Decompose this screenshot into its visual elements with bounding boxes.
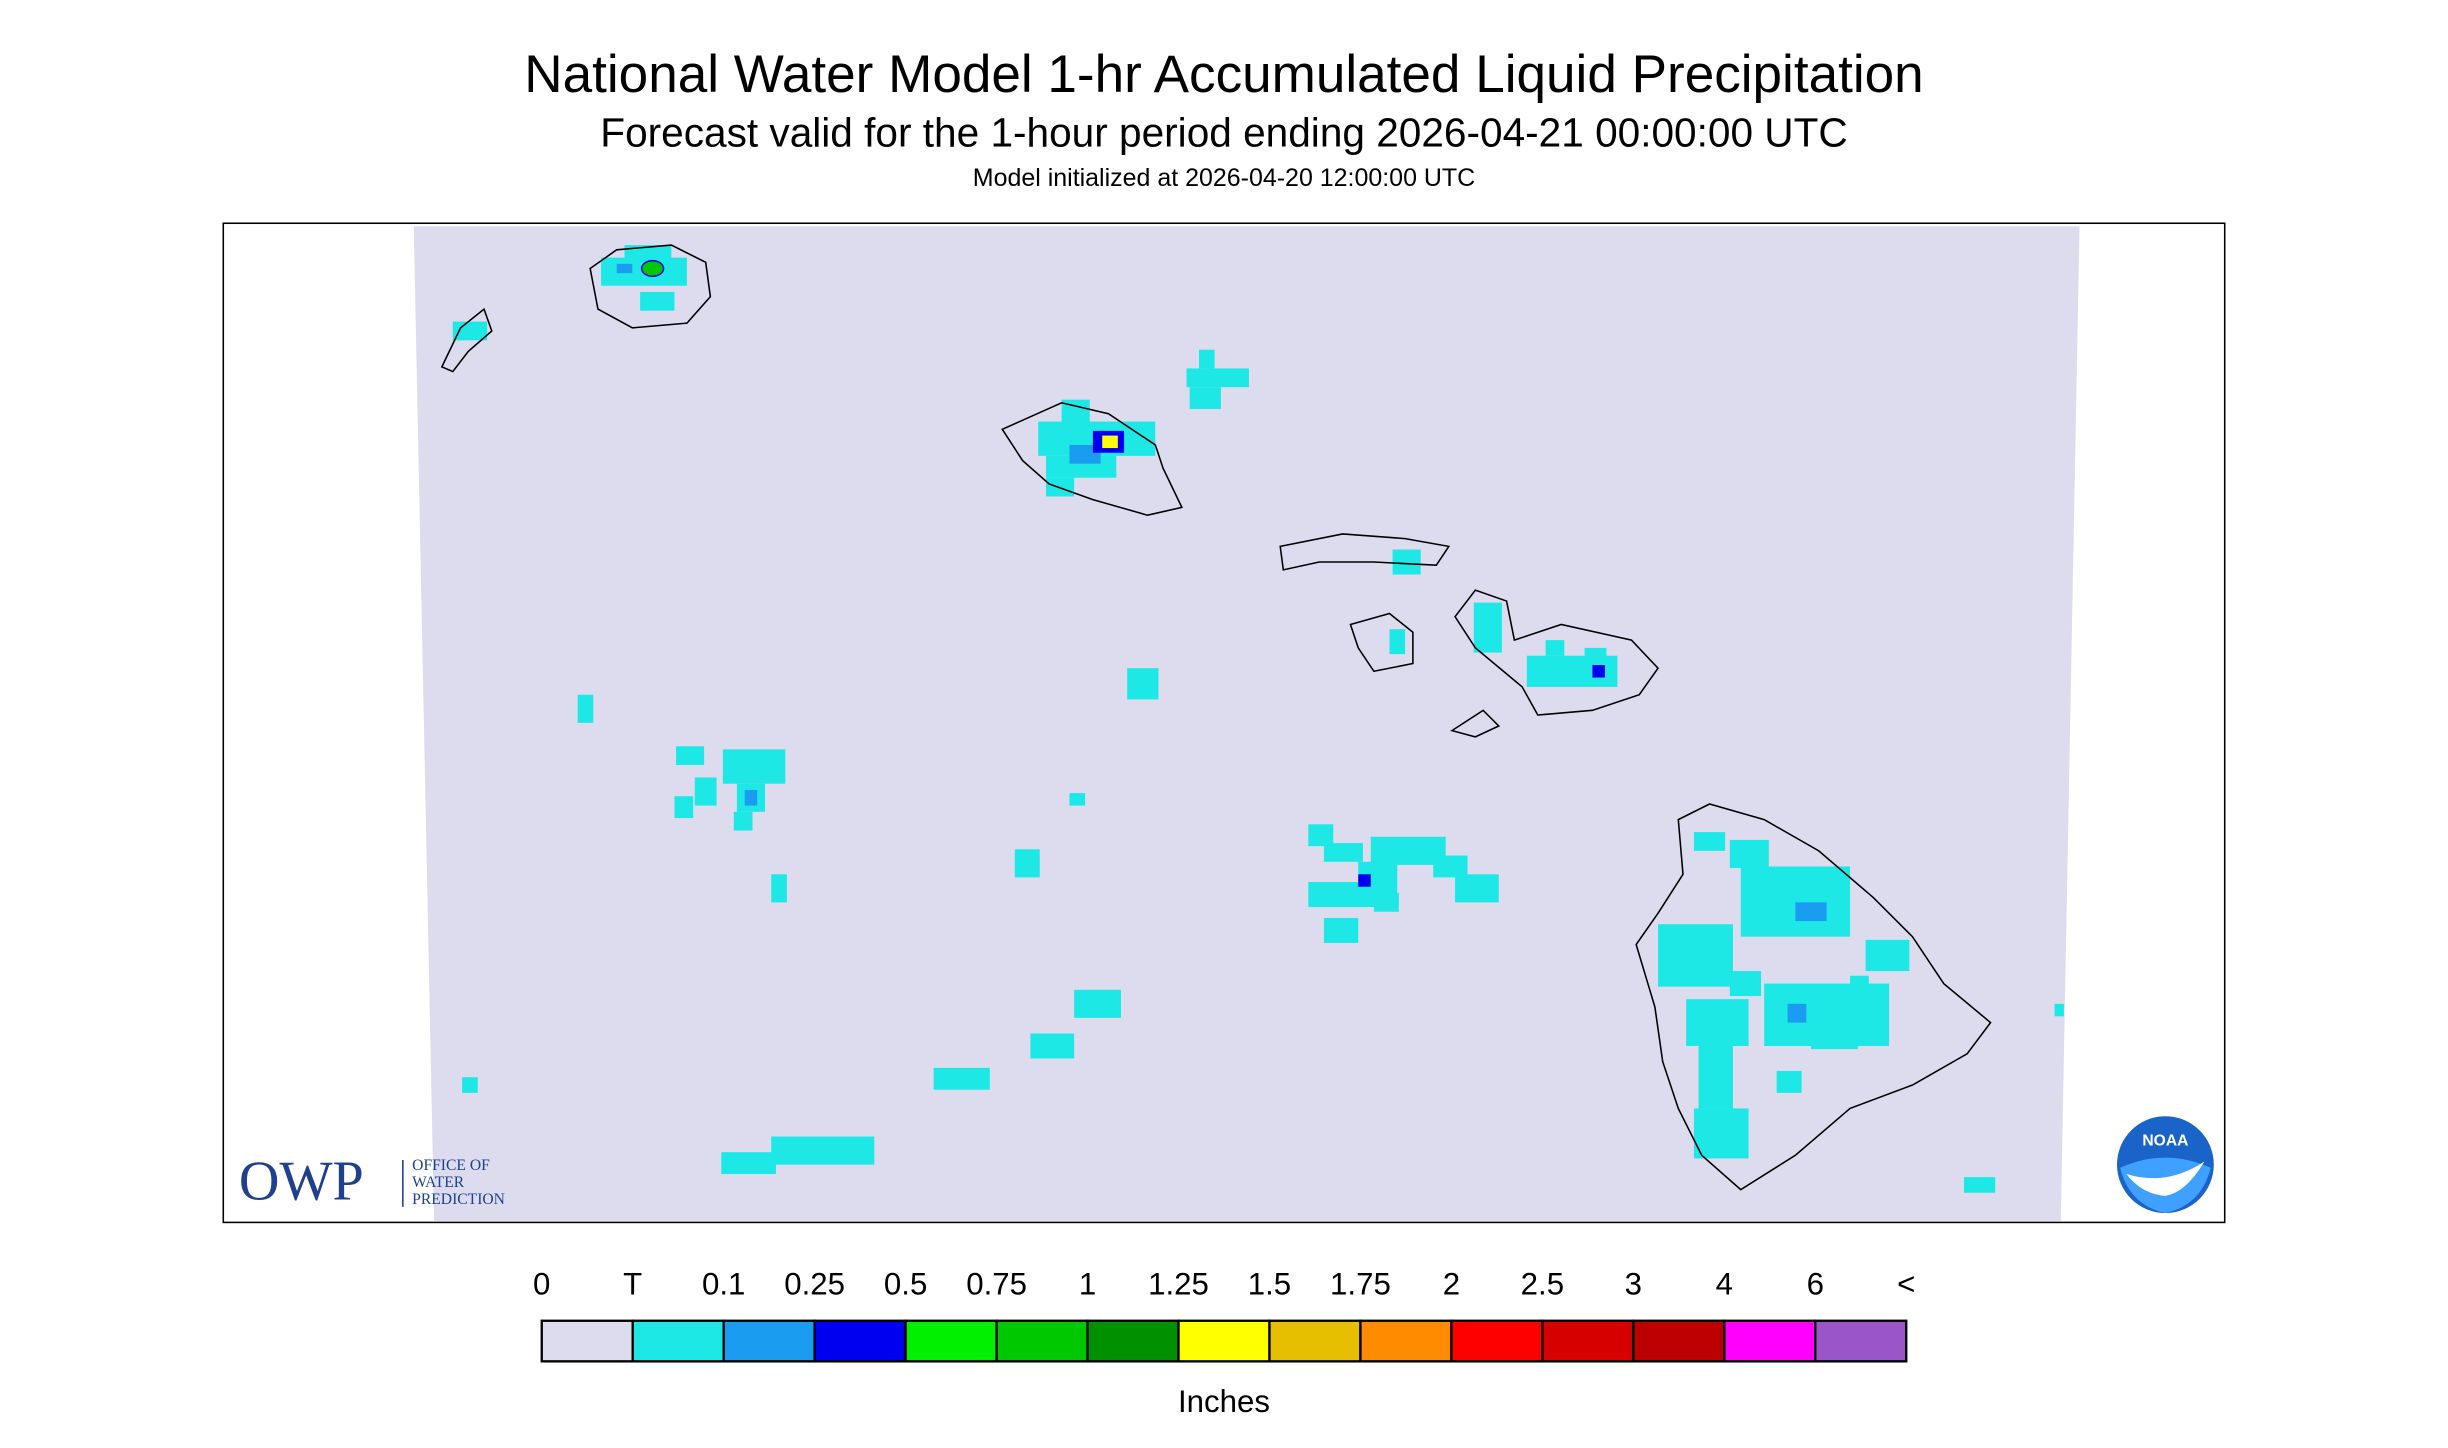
legend-swatch (631, 1319, 725, 1363)
legend-label: 1.25 (1148, 1267, 1209, 1302)
legend-swatch (540, 1319, 634, 1363)
legend-swatch (1541, 1319, 1635, 1363)
legend: 0 T 0.1 0.25 0.5 0.75 1 1.25 1.5 1.75 2 2.5 3 4 6 < (533, 1267, 1915, 1363)
title: National Water Model 1-hr Accumulated Li… (524, 45, 1923, 104)
legend-swatch (1177, 1319, 1271, 1363)
owp-line: OFFICE OF (412, 1157, 490, 1174)
legend-unit: Inches (1178, 1384, 1270, 1419)
subtitle: Forecast valid for the 1-hour period end… (600, 110, 1847, 156)
owp-line: WATER (412, 1174, 465, 1191)
legend-label: 2.5 (1521, 1267, 1564, 1302)
map: OWP OFFICE OF WATER PREDICTION NOAA (222, 222, 2226, 1224)
coastlines (440, 244, 1992, 1191)
legend-swatch (1268, 1319, 1362, 1363)
legend-swatch (904, 1319, 998, 1363)
legend-label: 0.75 (966, 1267, 1027, 1302)
legend-label: 2 (1443, 1267, 1460, 1302)
legend-label: < (1897, 1267, 1915, 1302)
legend-swatch (1632, 1319, 1726, 1363)
precip-areas (452, 245, 2064, 1193)
legend-swatch (1359, 1319, 1453, 1363)
legend-label: 0.25 (784, 1267, 845, 1302)
legend-label: 1.75 (1330, 1267, 1391, 1302)
legend-label: 1 (1079, 1267, 1096, 1302)
legend-swatch (722, 1319, 816, 1363)
legend-label: 6 (1807, 1267, 1824, 1302)
legend-swatch (995, 1319, 1089, 1363)
legend-swatch (1450, 1319, 1544, 1363)
owp-text: OWP (239, 1150, 364, 1212)
legend-swatch (1086, 1319, 1180, 1363)
legend-label: 0.5 (884, 1267, 927, 1302)
legend-label: T (623, 1267, 642, 1302)
legend-swatch (813, 1319, 907, 1363)
noaa-text: NOAA (2142, 1132, 2188, 1149)
init-time: Model initialized at 2026-04-20 12:00:00… (973, 164, 1475, 192)
legend-swatch (1814, 1319, 1908, 1363)
legend-label: 0.1 (702, 1267, 745, 1302)
legend-label: 4 (1716, 1267, 1733, 1302)
legend-swatch (1723, 1319, 1817, 1363)
legend-label: 1.5 (1248, 1267, 1291, 1302)
owp-logo: OWP OFFICE OF WATER PREDICTION (239, 1150, 505, 1212)
owp-line: PREDICTION (412, 1191, 505, 1208)
noaa-logo: NOAA (2116, 1116, 2214, 1214)
legend-label: 3 (1625, 1267, 1642, 1302)
legend-label: 0 (533, 1267, 550, 1302)
